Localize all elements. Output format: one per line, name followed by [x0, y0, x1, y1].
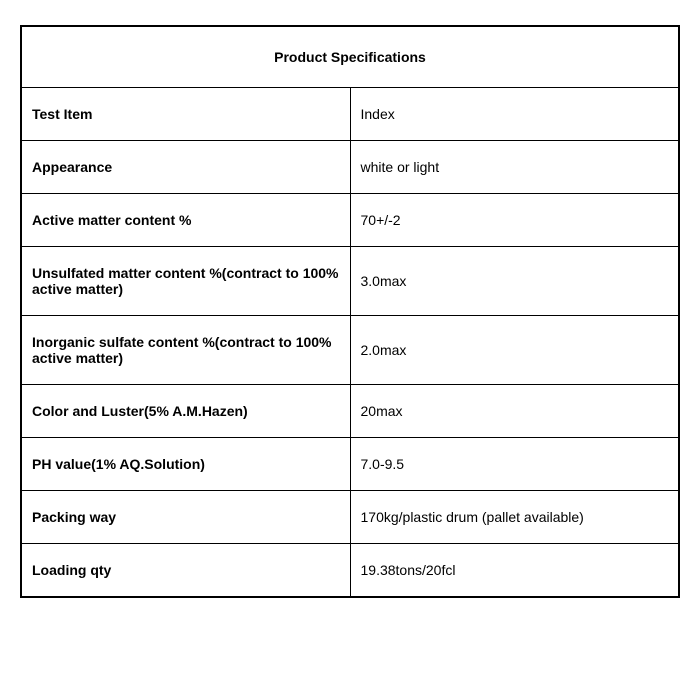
- row-label: Loading qty: [21, 544, 350, 598]
- row-label: PH value(1% AQ.Solution): [21, 438, 350, 491]
- table-row: Color and Luster(5% A.M.Hazen) 20max: [21, 385, 679, 438]
- row-value: 20max: [350, 385, 679, 438]
- row-value: 3.0max: [350, 247, 679, 316]
- table-row: Inorganic sulfate content %(contract to …: [21, 316, 679, 385]
- table-row: Packing way 170kg/plastic drum (pallet a…: [21, 491, 679, 544]
- table-row: PH value(1% AQ.Solution) 7.0-9.5: [21, 438, 679, 491]
- row-label: Packing way: [21, 491, 350, 544]
- row-value: white or light: [350, 141, 679, 194]
- row-label: Color and Luster(5% A.M.Hazen): [21, 385, 350, 438]
- table-row: Unsulfated matter content %(contract to …: [21, 247, 679, 316]
- row-value: Index: [350, 88, 679, 141]
- product-spec-table: Product Specifications Test Item Index A…: [20, 25, 680, 598]
- table-row: Appearance white or light: [21, 141, 679, 194]
- row-value: 7.0-9.5: [350, 438, 679, 491]
- table-row: Test Item Index: [21, 88, 679, 141]
- row-label: Unsulfated matter content %(contract to …: [21, 247, 350, 316]
- row-label: Appearance: [21, 141, 350, 194]
- table-title-row: Product Specifications: [21, 26, 679, 88]
- row-label: Active matter content %: [21, 194, 350, 247]
- row-label: Test Item: [21, 88, 350, 141]
- row-value: 70+/-2: [350, 194, 679, 247]
- table-row: Loading qty 19.38tons/20fcl: [21, 544, 679, 598]
- row-label: Inorganic sulfate content %(contract to …: [21, 316, 350, 385]
- table-title: Product Specifications: [21, 26, 679, 88]
- row-value: 19.38tons/20fcl: [350, 544, 679, 598]
- row-value: 170kg/plastic drum (pallet available): [350, 491, 679, 544]
- row-value: 2.0max: [350, 316, 679, 385]
- table-row: Active matter content % 70+/-2: [21, 194, 679, 247]
